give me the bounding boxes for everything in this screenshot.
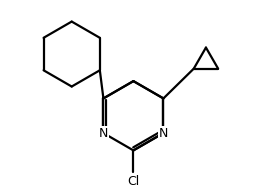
Text: N: N	[159, 127, 168, 140]
Text: N: N	[99, 127, 108, 140]
Text: Cl: Cl	[127, 175, 140, 188]
